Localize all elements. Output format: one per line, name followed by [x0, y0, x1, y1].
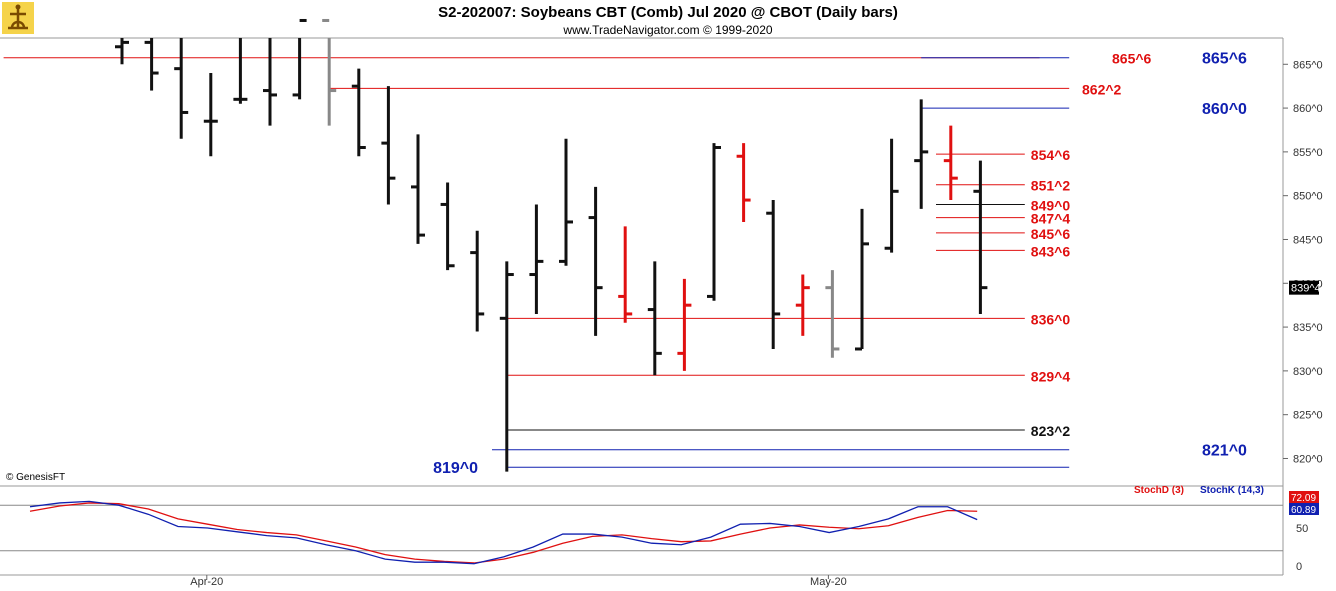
level-label: 862^2 [1082, 81, 1122, 97]
date-tick-label: Apr-20 [190, 576, 223, 588]
price-tick-label: 845^0 [1293, 234, 1323, 246]
level-label: 865^6 [1112, 51, 1152, 67]
price-tick-label: 850^0 [1293, 191, 1323, 203]
last-price-label: 839^4 [1291, 283, 1321, 295]
price-tick-label: 825^0 [1293, 410, 1323, 422]
stoch-tick-label: 0 [1296, 561, 1302, 573]
level-label: 865^6 [1202, 51, 1247, 68]
stochK-last-box [1289, 503, 1319, 515]
price-tick-label: 855^0 [1293, 147, 1323, 159]
chart-title: S2-202007: Soybeans CBT (Comb) Jul 2020 … [438, 4, 898, 21]
stoch-tick-label: 50 [1296, 523, 1308, 535]
copyright-text: © GenesisFT [6, 472, 65, 483]
chart-subtitle: www.TradeNavigator.com © 1999-2020 [562, 23, 772, 37]
level-label: 829^4 [1031, 368, 1071, 384]
stochD-line [29, 502, 978, 564]
level-label: 860^0 [1202, 101, 1247, 118]
price-tick-label: 860^0 [1293, 103, 1323, 115]
stochK-legend: StochK (14,3) [1200, 485, 1264, 496]
stochK-line [29, 500, 978, 565]
price-tick-label: 865^0 [1293, 59, 1323, 71]
level-label: 819^0 [433, 460, 478, 477]
level-label: 823^2 [1031, 423, 1071, 439]
price-tick-label: 830^0 [1293, 366, 1323, 378]
level-label: 843^6 [1031, 243, 1071, 259]
level-label: 854^6 [1031, 147, 1071, 163]
stochK-last-label: 60.89 [1291, 505, 1316, 516]
price-tick-label: 835^0 [1293, 322, 1323, 334]
genesis-logo-icon [2, 2, 34, 34]
stochD-last-box [1289, 491, 1319, 503]
level-label: 847^4 [1031, 211, 1071, 227]
stochD-legend: StochD (3) [1134, 485, 1184, 496]
level-label: 849^0 [1031, 197, 1071, 213]
level-label: 845^6 [1031, 226, 1071, 242]
date-tick-label: May-20 [810, 576, 847, 588]
price-tick-label: 820^0 [1293, 453, 1323, 465]
level-label: 851^2 [1031, 178, 1071, 194]
last-price-box [1289, 280, 1319, 295]
level-label: 821^0 [1202, 443, 1247, 460]
stochD-last-label: 72.09 [1291, 493, 1316, 504]
level-label: 836^0 [1031, 311, 1071, 327]
